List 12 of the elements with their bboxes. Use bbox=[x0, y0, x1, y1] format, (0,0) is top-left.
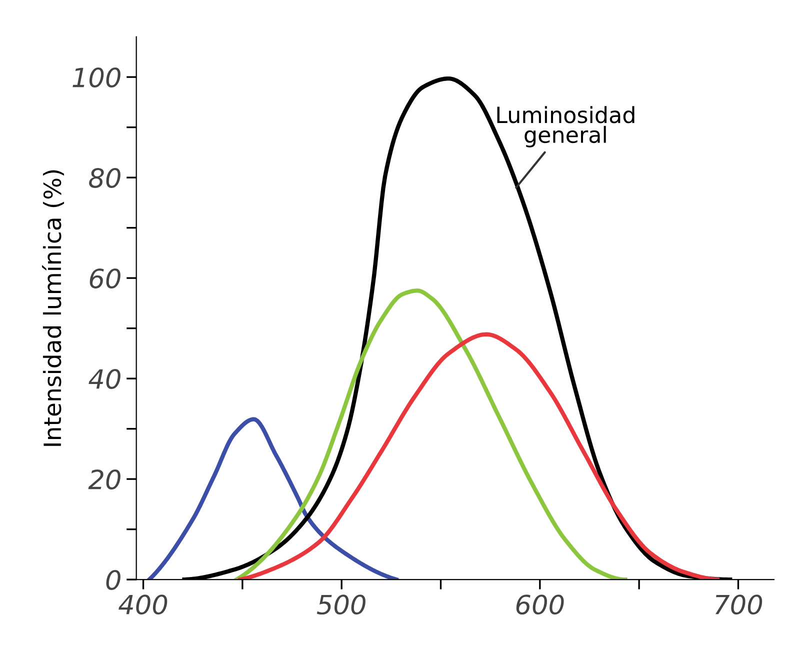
x-tick-label: 500 bbox=[316, 594, 366, 615]
annotation: Luminosidad general bbox=[497, 106, 634, 148]
y-axis-title: Intensidad lumínica (%) bbox=[42, 170, 64, 446]
y-tick-label: 40 bbox=[88, 368, 120, 389]
y-tick-label: 100 bbox=[72, 67, 120, 88]
x-tick-label: 600 bbox=[516, 594, 564, 615]
y-tick-label: 60 bbox=[90, 268, 120, 288]
x-tick-label: 700 bbox=[715, 594, 762, 615]
y-tick-label: 0 bbox=[106, 570, 120, 590]
x-tick-label: 400 bbox=[118, 594, 168, 615]
y-tick-label: 20 bbox=[88, 469, 120, 490]
y-tick-label: 80 bbox=[89, 168, 120, 188]
